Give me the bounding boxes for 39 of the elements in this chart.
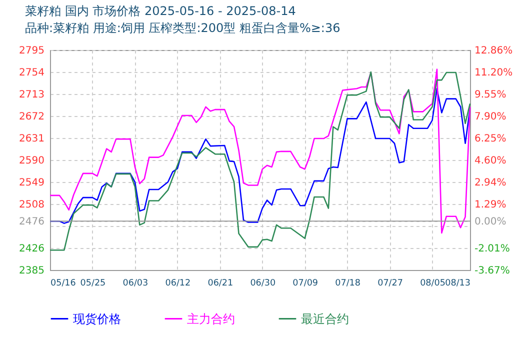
x-tick-label: 06/30 (250, 278, 276, 288)
y-tick-label: 2713 (19, 90, 44, 100)
chart-title: 菜籽粕 国内 市场价格 2025-05-16 - 2025-08-14 (25, 4, 296, 18)
y2-tick-label: 6.25% (474, 133, 506, 144)
y-tick-label: 2508 (19, 200, 44, 210)
x-tick-label: 06/03 (122, 278, 148, 288)
x-tick-label: 06/21 (208, 278, 234, 288)
y-tick-label: 2590 (19, 156, 44, 166)
legend-label: 最近合约 (301, 312, 349, 326)
y-tick-label: 2385 (19, 266, 44, 276)
y2-tick-label: -3.67% (474, 266, 510, 276)
y2-tick-label: 2.94% (474, 178, 506, 189)
legend-label: 主力合约 (187, 312, 235, 326)
x-tick-label: 07/09 (292, 278, 318, 288)
x-tick-label: 08/05 (420, 278, 446, 288)
y-tick-label: 2476 (19, 216, 44, 228)
y2-tick-label: 0.00% (474, 216, 506, 228)
y2-tick-label: 11.20% (474, 68, 513, 79)
x-tick-label: 05/16 (50, 278, 76, 288)
x-tick-label: 07/27 (378, 278, 403, 288)
y2-tick-label: -2.01% (474, 243, 510, 254)
y2-tick-label: 7.90% (474, 112, 506, 123)
x-tick-label: 06/12 (165, 278, 191, 288)
y2-tick-label: 4.60% (474, 155, 506, 166)
y2-tick-label: 9.55% (474, 90, 506, 101)
y-tick-label: 2631 (19, 134, 44, 144)
y-tick-label: 2795 (19, 46, 44, 56)
y-tick-label: 2754 (19, 68, 44, 78)
x-tick-label: 08/13 (445, 278, 470, 288)
line-series (49, 88, 471, 224)
y-tick-label: 2672 (19, 112, 44, 122)
x-tick-label: 05/25 (80, 278, 106, 288)
x-tick-label: 07/18 (335, 278, 360, 288)
y2-tick-label: 12.86% (474, 46, 513, 56)
legend-label: 现货价格 (73, 312, 121, 326)
y-tick-label: 2426 (19, 244, 44, 254)
y2-tick-label: 1.29% (474, 199, 506, 210)
chart-subtitle: 品种:菜籽粕 用途:饲用 压榨类型:200型 粗蛋白含量%≥:36 (25, 21, 340, 35)
y-tick-label: 2549 (19, 178, 44, 188)
